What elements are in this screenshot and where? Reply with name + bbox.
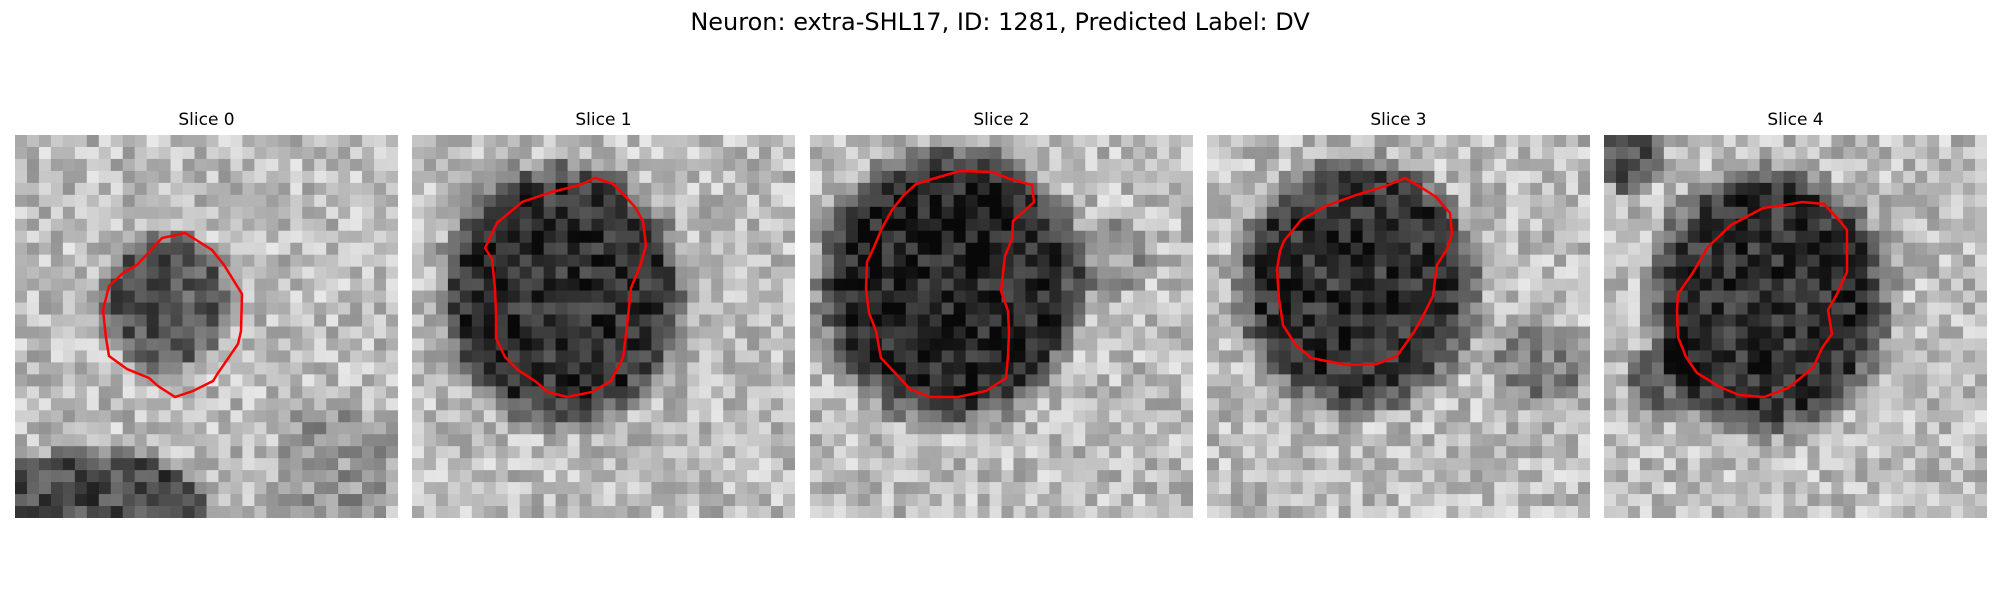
neuron-contour-1 (483, 176, 648, 399)
slice-panel-2: Slice 2 (810, 108, 1193, 518)
microscopy-image-3 (1207, 135, 1590, 518)
slice-image-2 (810, 135, 1193, 518)
slice-title-0: Slice 0 (178, 110, 235, 130)
slice-title-4: Slice 4 (1767, 110, 1824, 130)
microscopy-image-1 (412, 135, 795, 518)
slice-title-1: Slice 1 (575, 110, 632, 130)
microscopy-image-4 (1604, 135, 1987, 518)
slice-panel-0: Slice 0 (15, 108, 398, 518)
slice-image-3 (1207, 135, 1590, 518)
neuron-contour-0 (101, 231, 244, 399)
slice-image-0 (15, 135, 398, 518)
microscopy-image-2 (810, 135, 1193, 518)
neuron-contour-3 (1275, 176, 1454, 367)
slice-panel-1: Slice 1 (412, 108, 795, 518)
microscopy-image-0 (15, 135, 398, 518)
slice-title-2: Slice 2 (973, 110, 1030, 130)
neuron-contour-2 (864, 169, 1036, 399)
slice-image-1 (412, 135, 795, 518)
neuron-contour-4 (1675, 200, 1849, 399)
slice-title-3: Slice 3 (1370, 110, 1427, 130)
slice-panel-4: Slice 4 (1604, 108, 1987, 518)
slice-image-4 (1604, 135, 1987, 518)
figure-title: Neuron: extra-SHL17, ID: 1281, Predicted… (690, 8, 1310, 36)
slice-panel-3: Slice 3 (1207, 108, 1590, 518)
